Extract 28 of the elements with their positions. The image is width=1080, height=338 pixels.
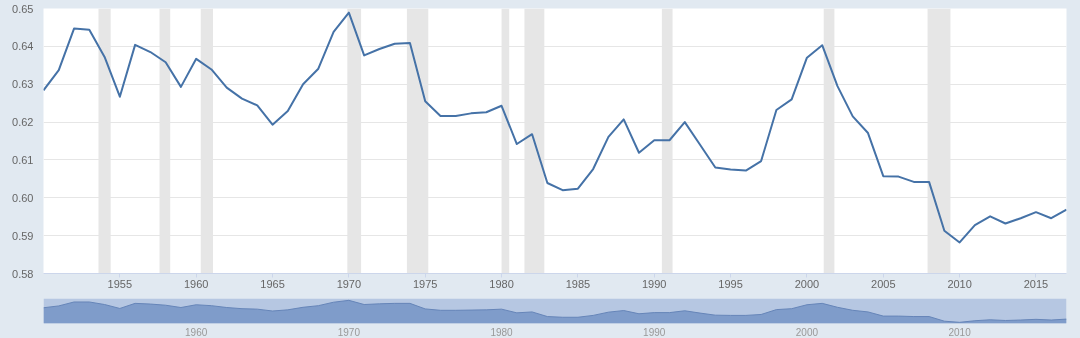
y-tick-label: 0.62: [12, 116, 34, 129]
x-tick-label: 2010: [948, 326, 972, 338]
x-tick-label: 2000: [795, 326, 819, 338]
x-tick-label: 1970: [336, 277, 362, 290]
x-tick-label: 1960: [183, 277, 209, 290]
y-tick-label: 0.64: [12, 40, 34, 53]
x-tick-label: 1955: [107, 277, 133, 290]
x-tick-label: 1970: [337, 326, 361, 338]
x-tick-label: 2000: [794, 277, 820, 290]
x-tick-label: 1980: [490, 326, 514, 338]
x-tick-label: 2010: [947, 277, 972, 290]
x-tick-label: 2015: [1023, 277, 1049, 290]
x-tick-label: 1965: [260, 277, 285, 290]
x-tick-label: 1985: [565, 277, 591, 290]
x-tick-label: 2005: [871, 277, 896, 290]
y-tick-label: 0.59: [12, 229, 34, 242]
x-tick-label: 1995: [718, 277, 743, 290]
x-tick-label: 1980: [489, 277, 514, 290]
y-tick-label: 0.63: [12, 78, 34, 91]
y-tick-label: 0.58: [12, 267, 34, 280]
y-tick-label: 0.65: [12, 2, 34, 15]
x-tick-label: 1960: [185, 326, 208, 338]
y-tick-label: 0.60: [12, 191, 34, 204]
x-tick-label: 1990: [643, 326, 666, 338]
x-tick-label: 1975: [412, 277, 438, 290]
x-tick-label: 1990: [642, 277, 667, 290]
y-tick-label: 0.61: [12, 153, 34, 166]
line-series: [43, 11, 1067, 244]
